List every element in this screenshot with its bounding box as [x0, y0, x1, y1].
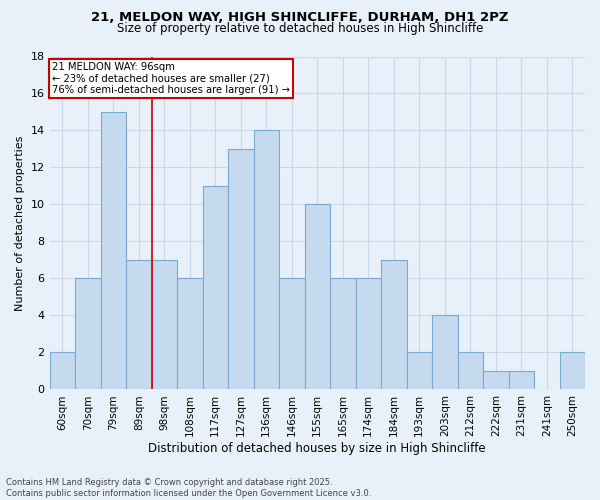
Bar — [203, 186, 228, 390]
Bar — [279, 278, 305, 390]
Text: 21 MELDON WAY: 96sqm
← 23% of detached houses are smaller (27)
76% of semi-detac: 21 MELDON WAY: 96sqm ← 23% of detached h… — [52, 62, 290, 95]
Bar — [407, 352, 432, 390]
Bar — [330, 278, 356, 390]
Bar — [509, 371, 534, 390]
Text: 21, MELDON WAY, HIGH SHINCLIFFE, DURHAM, DH1 2PZ: 21, MELDON WAY, HIGH SHINCLIFFE, DURHAM,… — [91, 11, 509, 24]
Y-axis label: Number of detached properties: Number of detached properties — [15, 136, 25, 310]
Bar — [228, 149, 254, 390]
Bar — [126, 260, 152, 390]
Bar — [560, 352, 585, 390]
X-axis label: Distribution of detached houses by size in High Shincliffe: Distribution of detached houses by size … — [148, 442, 486, 455]
Bar — [483, 371, 509, 390]
Bar — [381, 260, 407, 390]
Bar — [254, 130, 279, 390]
Bar — [152, 260, 177, 390]
Bar — [356, 278, 381, 390]
Bar — [177, 278, 203, 390]
Text: Contains HM Land Registry data © Crown copyright and database right 2025.
Contai: Contains HM Land Registry data © Crown c… — [6, 478, 371, 498]
Bar — [432, 316, 458, 390]
Bar — [458, 352, 483, 390]
Bar — [305, 204, 330, 390]
Bar — [101, 112, 126, 390]
Bar — [50, 352, 75, 390]
Bar — [75, 278, 101, 390]
Text: Size of property relative to detached houses in High Shincliffe: Size of property relative to detached ho… — [117, 22, 483, 35]
